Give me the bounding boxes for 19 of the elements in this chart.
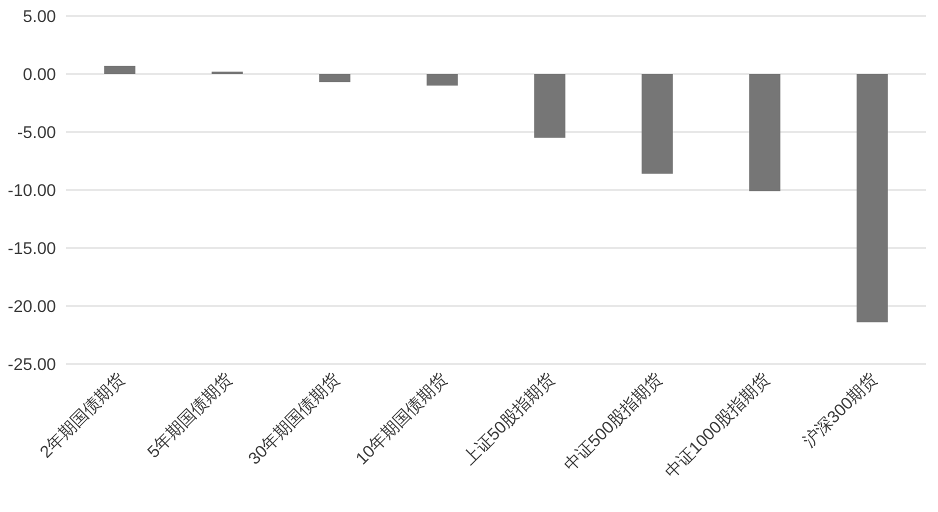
y-tick-label: -10.00 — [8, 181, 56, 200]
bar — [534, 74, 566, 138]
x-tick-label: 5年期国债期货 — [144, 369, 236, 462]
y-tick-label: 5.00 — [22, 7, 56, 26]
y-tick-label: -20.00 — [8, 297, 56, 316]
bar — [104, 66, 136, 74]
x-tick-label: 沪深300期货 — [799, 369, 882, 451]
y-tick-label: -5.00 — [17, 123, 56, 142]
x-tick-label: 30年期国债期货 — [244, 369, 344, 468]
bar — [642, 74, 673, 174]
x-tick-label: 10年期国债期货 — [352, 369, 452, 468]
bar — [426, 74, 458, 86]
bar — [856, 74, 888, 322]
y-tick-label: -15.00 — [8, 239, 56, 258]
x-tick-label: 中证500股指期货 — [560, 369, 666, 476]
bar — [319, 74, 350, 82]
bar — [749, 74, 780, 192]
x-tick-label: 上证50股指期货 — [460, 369, 559, 468]
y-tick-label: 0.00 — [22, 65, 56, 84]
